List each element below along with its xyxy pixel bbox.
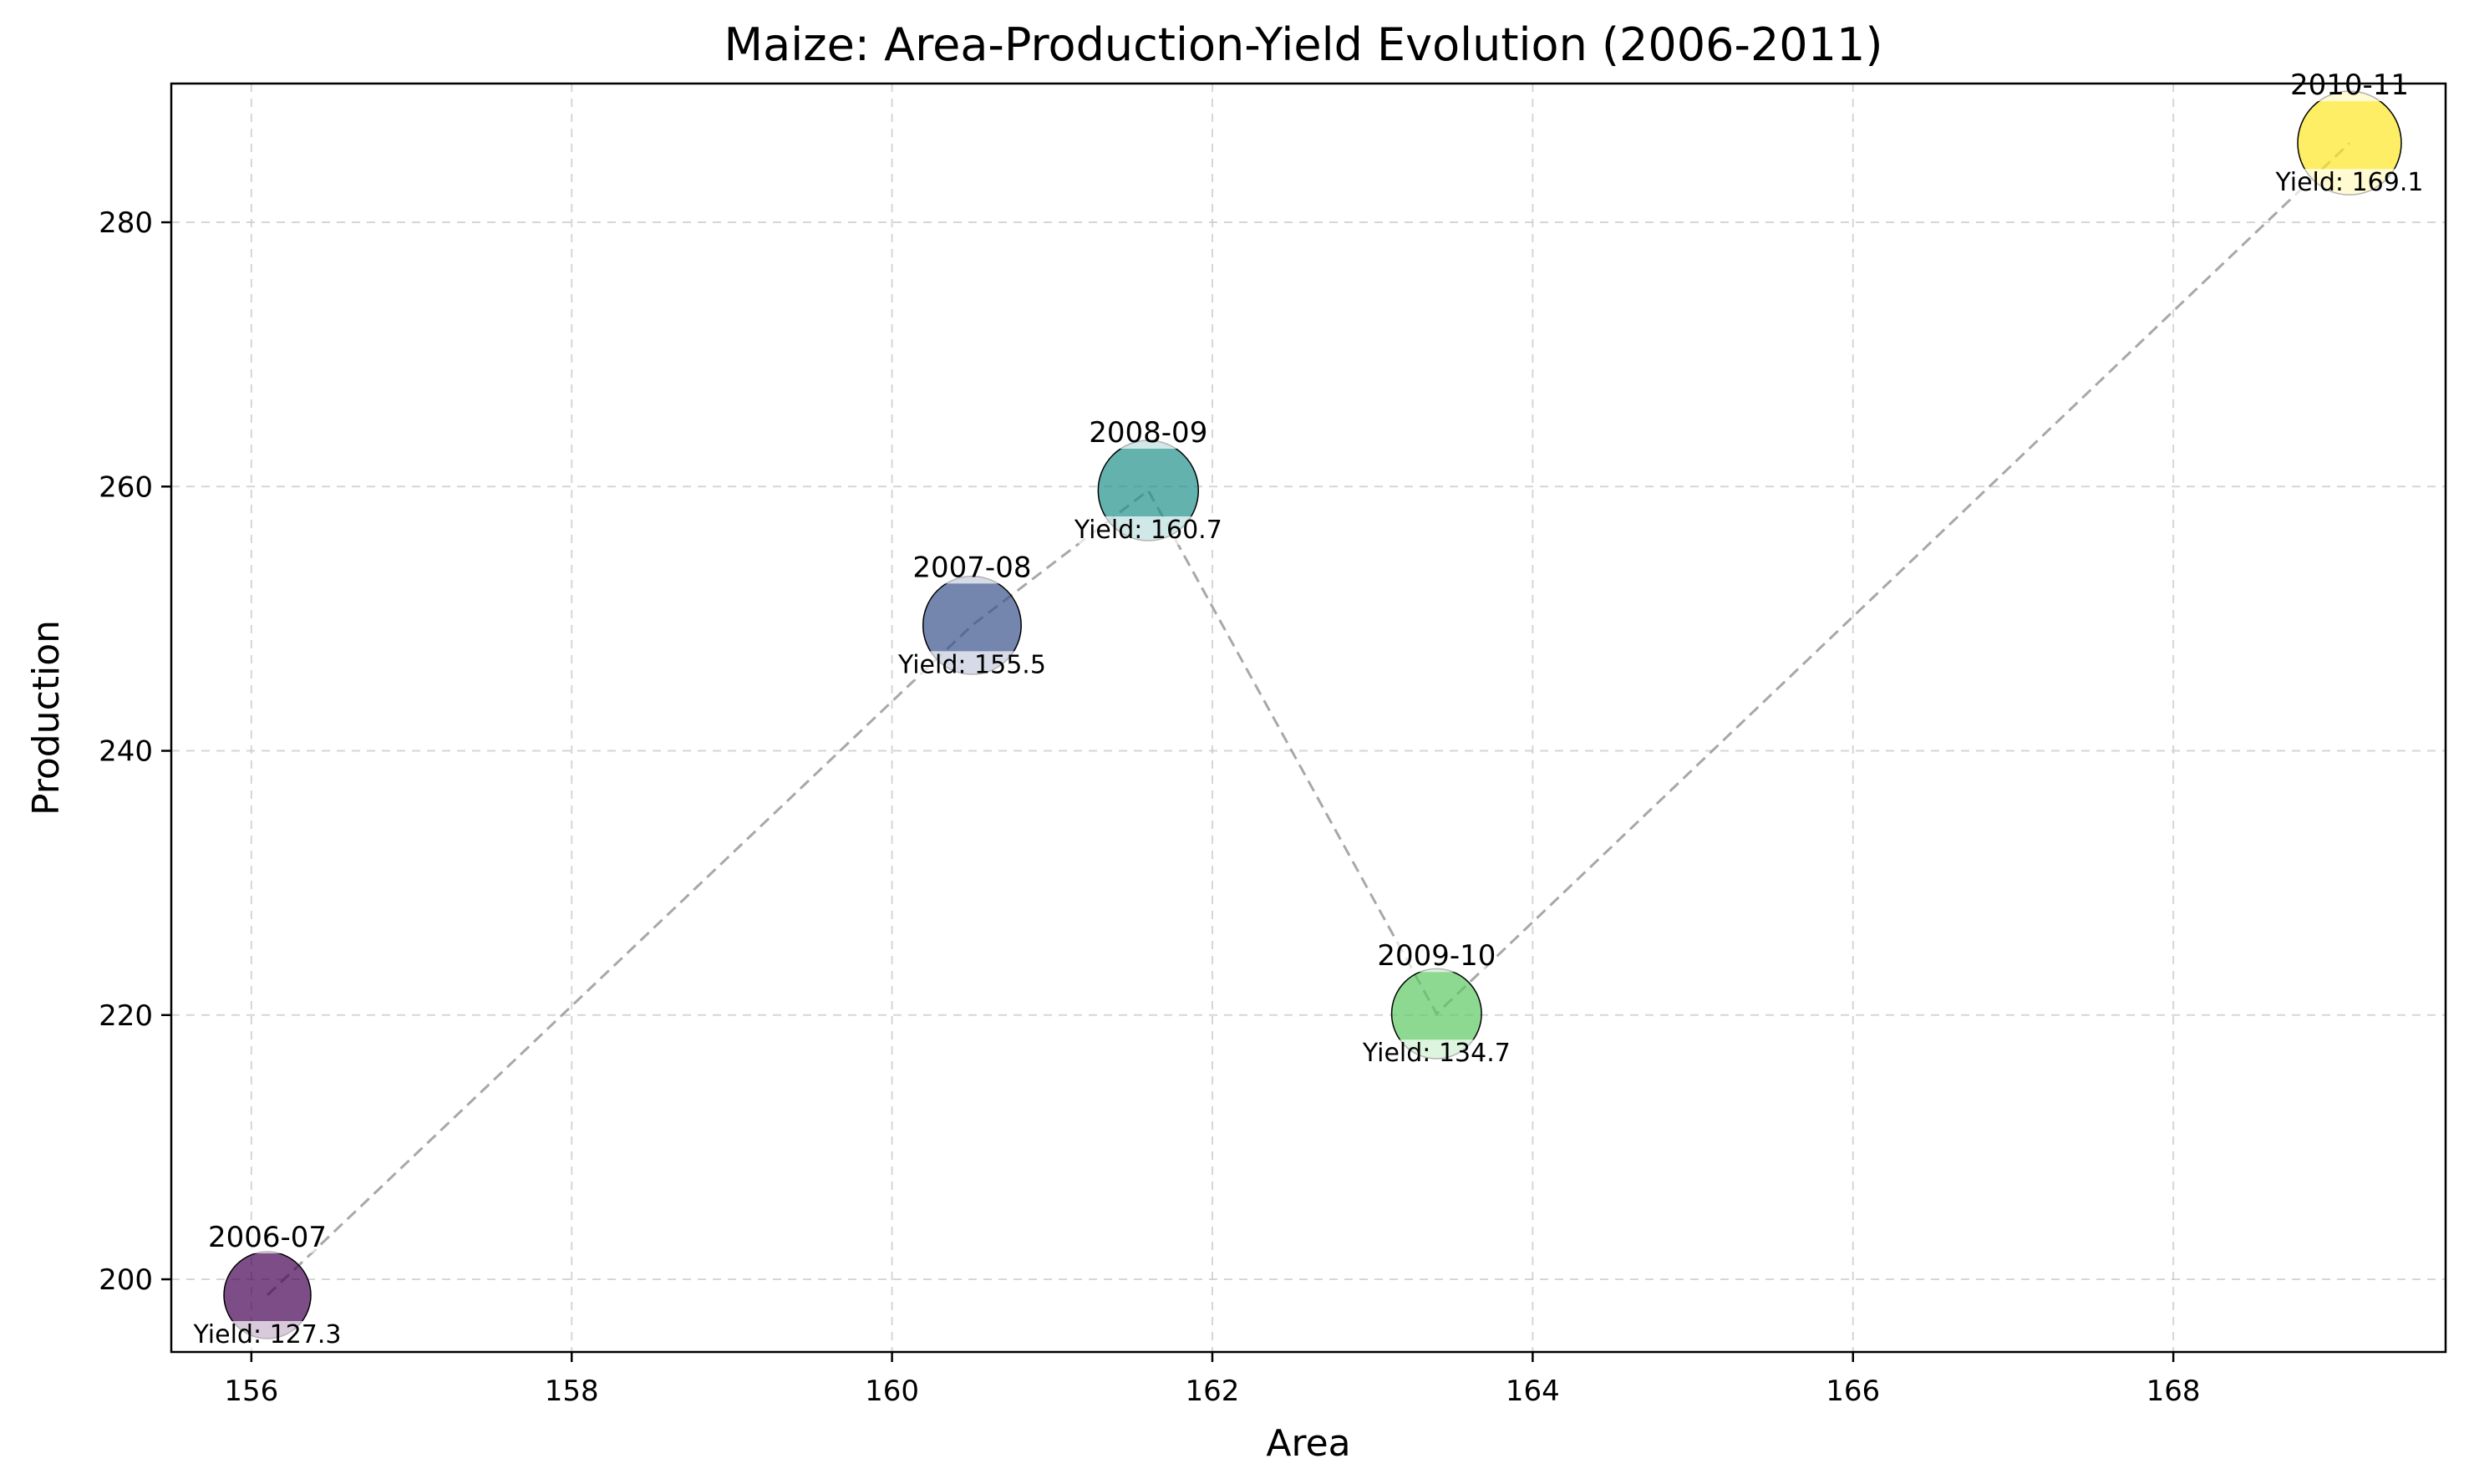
y-tick-label: 260 (99, 470, 153, 504)
data-point-2010-11: 2010-11 Yield: 169.1 (2275, 69, 2424, 198)
label-background (194, 1321, 342, 1350)
point-label: 2007-08 (912, 551, 1031, 584)
connecting-line (266, 142, 2351, 1297)
point-label: 2006-07 (208, 1221, 327, 1254)
yield-label: Yield: 155.5 (897, 650, 1046, 679)
data-point-2007-08: 2007-08 Yield: 155.5 (897, 551, 1046, 680)
data-point-2008-09: 2008-09 Yield: 160.7 (1074, 416, 1222, 546)
y-axis-ticks: 200 220 240 260 280 (99, 206, 171, 1297)
x-tick-label: 166 (1826, 1375, 1880, 1408)
point-label: 2009-10 (1377, 939, 1496, 973)
yield-label: Yield: 169.1 (2275, 168, 2424, 197)
y-tick-label: 240 (99, 735, 153, 769)
yield-label: Yield: 134.7 (1362, 1039, 1511, 1068)
y-axis-label: Production (25, 620, 68, 816)
plot-frame (170, 82, 2447, 1354)
y-tick-label: 220 (99, 999, 153, 1033)
label-background (1363, 1039, 1511, 1069)
point-label: 2008-09 (1089, 416, 1207, 450)
data-point-2006-07: 2006-07 Yield: 127.3 (193, 1221, 342, 1350)
x-tick-label: 164 (1506, 1375, 1560, 1408)
x-tick-label: 168 (2146, 1375, 2201, 1408)
x-axis-label: Area (1266, 1422, 1350, 1465)
label-background (922, 553, 1023, 584)
data-point-2009-10: 2009-10 Yield: 134.7 (1362, 939, 1511, 1069)
yield-label: Yield: 160.7 (1074, 516, 1222, 545)
label-background (2275, 169, 2423, 198)
label-background (898, 651, 1046, 680)
label-background (1386, 942, 1487, 973)
y-tick-label: 280 (99, 206, 153, 240)
x-axis-ticks: 156 158 160 162 164 166 168 (224, 1352, 2201, 1408)
x-tick-label: 160 (865, 1375, 919, 1408)
chart-title: Maize: Area-Production-Yield Evolution (… (724, 18, 1883, 71)
label-background (1098, 419, 1199, 450)
x-tick-label: 158 (545, 1375, 599, 1408)
x-tick-label: 162 (1186, 1375, 1240, 1408)
label-background (2299, 71, 2400, 102)
grid-lines (171, 84, 2446, 1352)
y-tick-label: 200 (99, 1263, 153, 1297)
yield-label: Yield: 127.3 (193, 1320, 342, 1349)
x-tick-label: 156 (224, 1375, 278, 1408)
label-background (217, 1223, 318, 1254)
label-background (1074, 516, 1222, 546)
point-label: 2010-11 (2290, 69, 2409, 102)
